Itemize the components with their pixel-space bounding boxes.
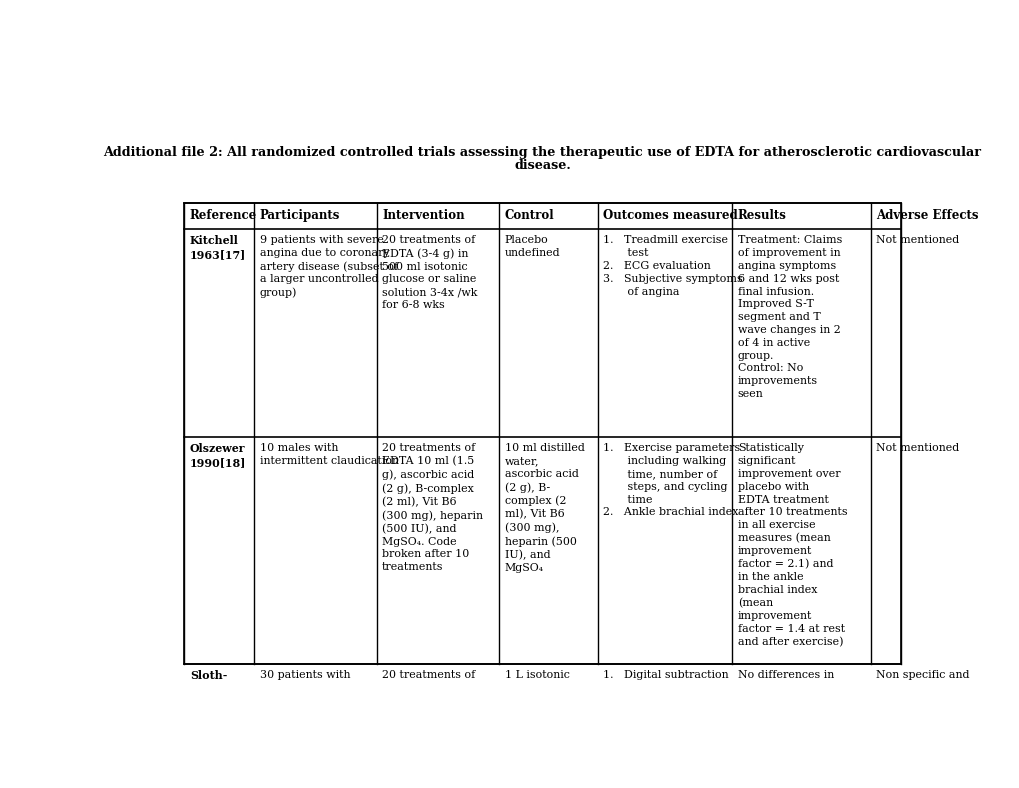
Text: Treatment: Claims
of improvement in
angina symptoms
6 and 12 wks post
final infu: Treatment: Claims of improvement in angi… bbox=[737, 236, 842, 399]
Text: 1 L isotonic: 1 L isotonic bbox=[504, 670, 569, 680]
Text: 1.   Digital subtraction: 1. Digital subtraction bbox=[603, 670, 729, 680]
Text: 30 patients with: 30 patients with bbox=[259, 670, 350, 680]
Text: Control: Control bbox=[504, 210, 553, 222]
Text: 20 treatments of
EDTA 10 ml (1.5
g), ascorbic acid
(2 g), B-complex
(2 ml), Vit : 20 treatments of EDTA 10 ml (1.5 g), asc… bbox=[382, 444, 483, 572]
Text: 20 treatments of
EDTA (3-4 g) in
500 ml isotonic
glucose or saline
solution 3-4x: 20 treatments of EDTA (3-4 g) in 500 ml … bbox=[382, 236, 477, 310]
Text: Non specific and: Non specific and bbox=[875, 670, 969, 680]
Bar bbox=[184, 203, 900, 663]
Text: Not mentioned: Not mentioned bbox=[875, 444, 959, 453]
Text: Olszewer
1990[18]: Olszewer 1990[18] bbox=[190, 444, 246, 469]
Text: Not mentioned: Not mentioned bbox=[875, 236, 959, 245]
Text: 10 ml distilled
water,
ascorbic acid
(2 g), B-
complex (2
ml), Vit B6
(300 mg),
: 10 ml distilled water, ascorbic acid (2 … bbox=[504, 444, 584, 573]
Text: Results: Results bbox=[737, 210, 786, 222]
Text: 20 treatments of: 20 treatments of bbox=[382, 670, 475, 680]
Text: Sloth-: Sloth- bbox=[190, 670, 227, 681]
Text: disease.: disease. bbox=[514, 159, 571, 173]
Text: Placebo
undefined: Placebo undefined bbox=[504, 236, 559, 258]
Text: Reference: Reference bbox=[190, 210, 257, 222]
Text: 9 patients with severe
angina due to coronary
artery disease (subset of
a larger: 9 patients with severe angina due to cor… bbox=[259, 236, 397, 298]
Text: Kitchell
1963[17]: Kitchell 1963[17] bbox=[190, 236, 246, 261]
Text: Participants: Participants bbox=[259, 210, 339, 222]
Text: 1.   Treadmill exercise
       test
2.   ECG evaluation
3.   Subjective symptoms: 1. Treadmill exercise test 2. ECG evalua… bbox=[603, 236, 743, 296]
Text: 1.   Exercise parameters
       including walking
       time, number of
       : 1. Exercise parameters including walking… bbox=[603, 444, 740, 518]
Text: Adverse Effects: Adverse Effects bbox=[875, 210, 977, 222]
Text: Statistically
significant
improvement over
placebo with
EDTA treatment
after 10 : Statistically significant improvement ov… bbox=[737, 444, 847, 647]
Text: Outcomes measured: Outcomes measured bbox=[603, 210, 738, 222]
Text: No differences in: No differences in bbox=[737, 670, 834, 680]
Text: Additional file 2: All randomized controlled trials assessing the therapeutic us: Additional file 2: All randomized contro… bbox=[103, 146, 980, 159]
Text: Intervention: Intervention bbox=[382, 210, 465, 222]
Text: 10 males with
intermittent claudication: 10 males with intermittent claudication bbox=[259, 444, 398, 466]
